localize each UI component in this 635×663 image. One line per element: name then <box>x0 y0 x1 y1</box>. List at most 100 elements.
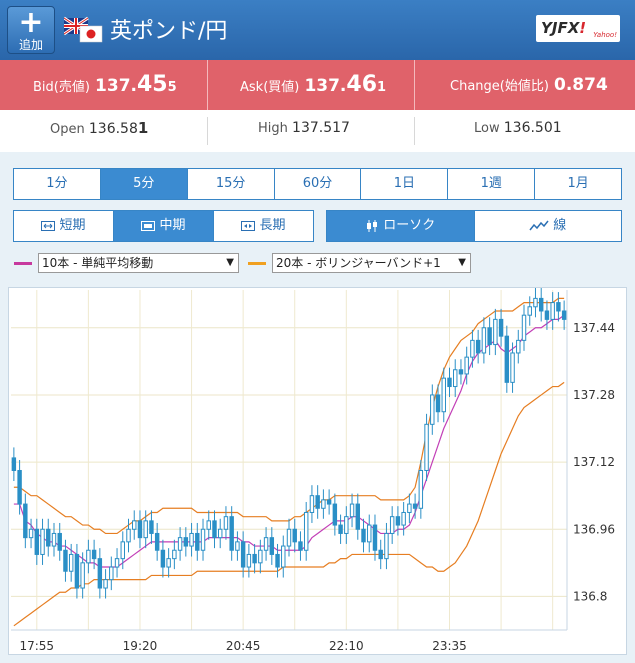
y-tick-label: 137.28 <box>573 388 615 402</box>
ma-select[interactable]: 10本 - 単純平均移動 ▼ <box>38 253 239 273</box>
y-tick-label: 136.96 <box>573 522 615 536</box>
ask-label: Ask(買値) <box>240 80 300 95</box>
bb-select-value: 20本 - ボリンジャーバンド+1 <box>276 256 441 270</box>
x-tick-label: 23:35 <box>432 639 467 653</box>
candle-body <box>504 335 510 383</box>
bid-value-b: 45 <box>136 72 168 97</box>
candle-body <box>326 499 332 505</box>
candle-body <box>86 549 91 564</box>
candle-body <box>395 516 401 526</box>
tab-5min[interactable]: 5分 <box>100 169 188 199</box>
add-button[interactable]: + 追加 <box>7 6 55 54</box>
candle-body <box>378 549 383 560</box>
short-range-icon <box>41 220 56 231</box>
candle-body <box>561 310 567 320</box>
candle-body <box>252 553 257 564</box>
candle-body <box>143 520 148 539</box>
tab-long-term[interactable]: 長期 <box>214 211 313 241</box>
app-header: + 追加 英ポンド/円 YJFX! Yahoo! <box>0 0 635 60</box>
candle-body <box>344 516 349 534</box>
candle-body <box>46 528 51 547</box>
candle-body <box>109 566 114 581</box>
candle-body <box>550 302 555 320</box>
add-button-label: 追加 <box>18 38 43 52</box>
candle-body <box>212 520 217 539</box>
low-quote: Low 136.501 <box>474 110 562 146</box>
candle-body <box>137 520 143 539</box>
high-label: High <box>258 121 288 136</box>
candle-body <box>516 339 521 354</box>
candle-body <box>258 549 263 564</box>
candle-body <box>533 297 538 308</box>
candle-body <box>177 537 183 551</box>
bollinger-lower-line <box>13 381 565 627</box>
candle-body <box>464 356 469 375</box>
candle-body <box>292 528 297 543</box>
gbp-jpy-flag-icon <box>64 16 103 43</box>
tab-15min[interactable]: 15分 <box>188 169 275 199</box>
mid-range-icon <box>141 220 156 231</box>
candle-body <box>126 528 131 543</box>
ma-indicator: 10本 - 単純平均移動 ▼ <box>14 253 239 273</box>
ma-select-value: 10本 - 単純平均移動 <box>42 256 154 270</box>
timeframe-tabs: 1分 5分 15分 60分 1日 1週 1月 <box>13 168 622 200</box>
x-tick-label: 20:45 <box>226 639 261 653</box>
candle-body <box>57 532 62 551</box>
tab-mid-term[interactable]: 中期 <box>114 211 214 241</box>
candle-body <box>389 516 395 534</box>
ask-quote: Ask(買値) 137.461 <box>240 60 386 110</box>
ohl-bar: Open 136.581 High 137.517 Low 136.501 <box>0 110 635 153</box>
candle-body <box>521 314 527 341</box>
candle-body <box>281 545 286 568</box>
candle-body <box>418 469 424 509</box>
line-chart-icon <box>529 220 549 230</box>
candle-body <box>332 503 338 526</box>
candle-body <box>384 532 389 560</box>
candle-body <box>160 549 166 568</box>
tab-1day[interactable]: 1日 <box>361 169 449 199</box>
currency-pair-title: 英ポンド/円 <box>110 19 228 44</box>
candle-body <box>200 528 206 551</box>
chevron-down-icon: ▼ <box>226 257 234 268</box>
tab-1month[interactable]: 1月 <box>567 176 589 191</box>
candle-body <box>475 339 481 354</box>
candle-body <box>263 537 269 551</box>
change-quote: Change(始値比) 0.874 <box>450 60 608 110</box>
candle-body <box>34 528 40 555</box>
tab-1week[interactable]: 1週 <box>448 169 536 199</box>
candle-body <box>510 352 515 383</box>
plus-icon: + <box>18 5 44 40</box>
tab-60min[interactable]: 60分 <box>275 169 362 199</box>
chart-svg: 136.8 136.96 137.12 137.28 137.44 17:55 19:20 2… <box>11 287 615 653</box>
candle-body <box>246 553 252 568</box>
candle-body <box>544 310 550 320</box>
candle-body <box>74 553 80 589</box>
candle-body <box>470 339 475 358</box>
tab-1min[interactable]: 1分 <box>14 169 101 199</box>
candle-body <box>435 394 441 413</box>
long-range-icon <box>241 220 256 231</box>
short-term-label: 短期 <box>59 218 86 233</box>
open-value-a: 136.58 <box>88 121 138 137</box>
candle-body <box>361 528 366 543</box>
candle-body <box>303 511 309 551</box>
chart-type-tabs: ローソク 線 <box>326 210 622 242</box>
tab-line[interactable]: 線 <box>475 211 622 241</box>
tab-candlestick[interactable]: ローソク <box>327 211 475 241</box>
long-term-label: 長期 <box>259 218 286 233</box>
quote-bar: Bid(売値) 137.455 Ask(買値) 137.461 Change(始… <box>0 60 635 110</box>
ask-value-c: 1 <box>377 80 387 95</box>
bb-select[interactable]: 20本 - ボリンジャーバンド+1 ▼ <box>272 253 471 273</box>
bid-quote: Bid(売値) 137.455 <box>33 60 177 110</box>
tab-short-term[interactable]: 短期 <box>14 211 114 241</box>
mid-term-label: 中期 <box>159 218 186 233</box>
bid-label: Bid(売値) <box>33 80 90 95</box>
price-chart[interactable]: 136.8 136.96 137.12 137.28 137.44 17:55 19:20 2… <box>8 287 627 655</box>
candle-body <box>298 541 303 551</box>
candle-body <box>103 579 108 589</box>
yjfx-logo: YJFX! Yahoo! <box>536 15 620 42</box>
candle-body <box>189 532 194 547</box>
y-tick-label: 136.8 <box>573 589 607 603</box>
candle-body <box>114 558 120 568</box>
candle-body <box>235 541 240 551</box>
